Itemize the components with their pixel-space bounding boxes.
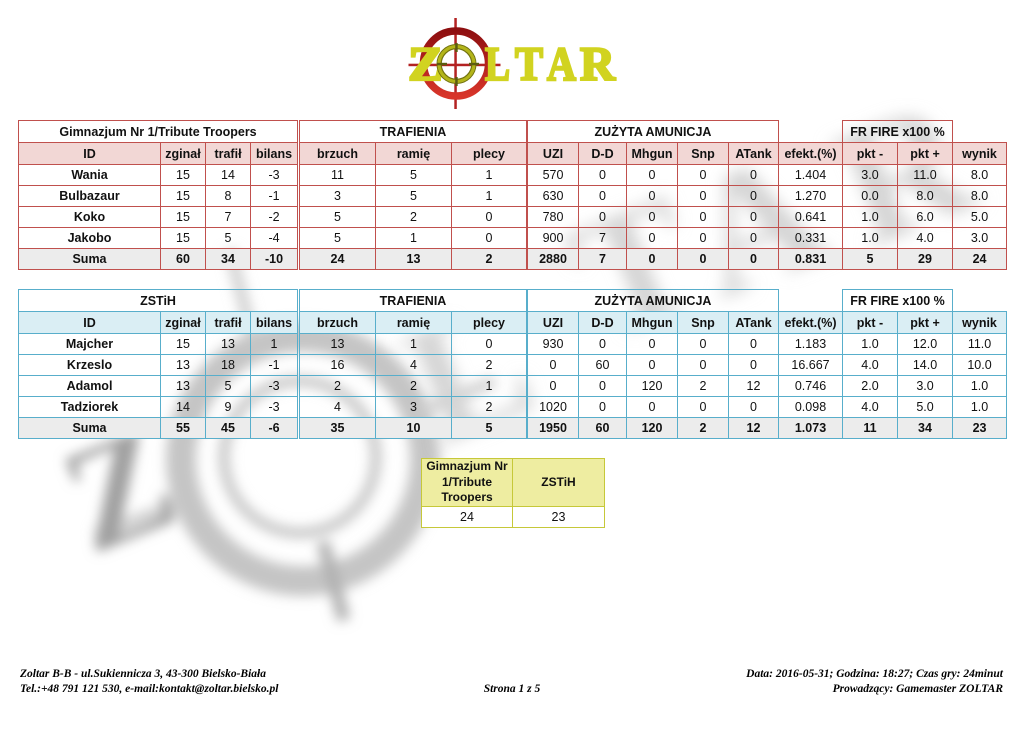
svg-text:L: L [485,38,510,91]
svg-text:T: T [515,38,543,91]
svg-text:A: A [547,38,576,91]
svg-text:R: R [580,38,616,91]
